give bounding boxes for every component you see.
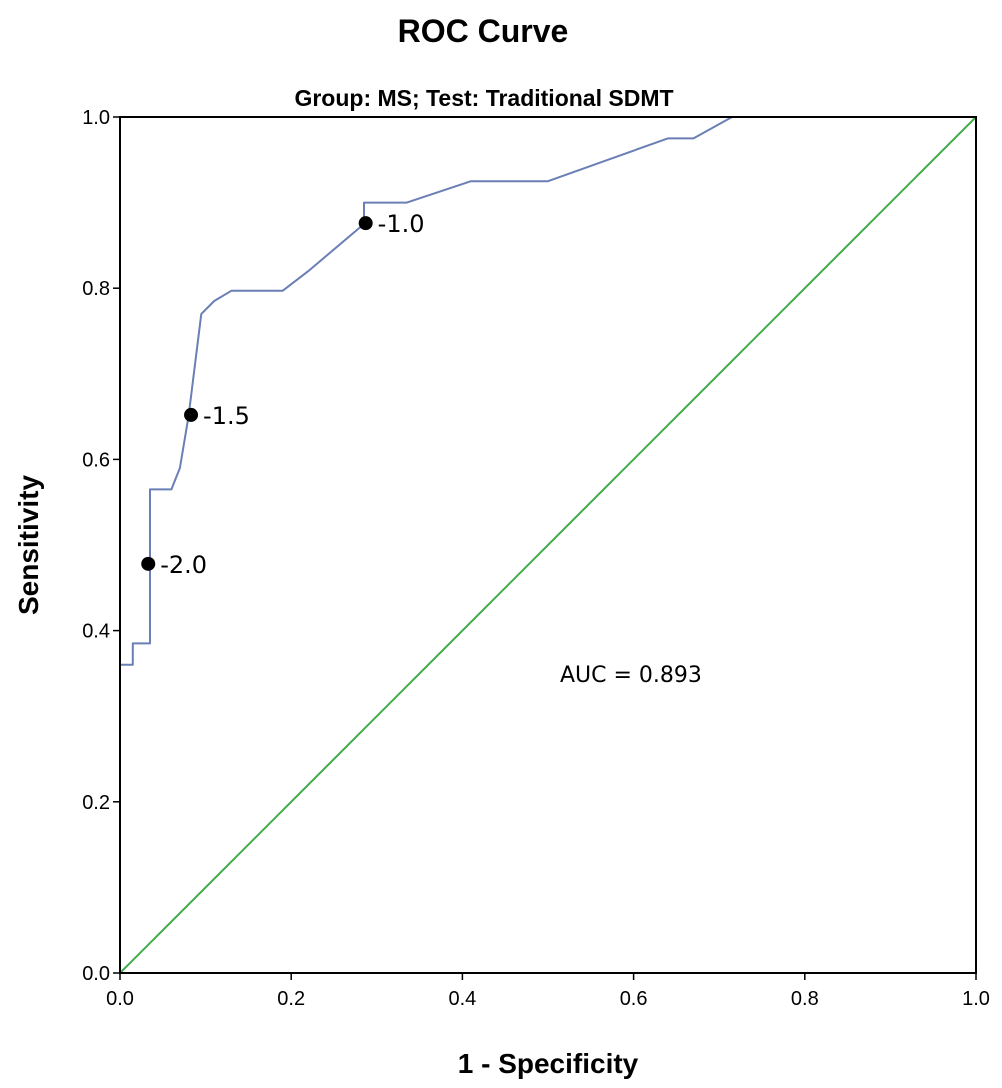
cutoff-label: -2.0 xyxy=(160,551,207,579)
y-tick-label: 1.0 xyxy=(82,107,110,129)
series-layer xyxy=(119,116,977,974)
y-tick-label: 0.0 xyxy=(82,963,110,985)
y-tick-label: 0.8 xyxy=(82,278,110,300)
y-tick-label: 0.2 xyxy=(82,792,110,814)
y-tick-label: 0.6 xyxy=(82,449,110,471)
cutoff-point xyxy=(358,216,373,231)
axis-ticks: 0.0 0.2 0.4 0.6 0.8 1.0 0.0 0.2 0.4 0.6 0.8 1.0 xyxy=(82,107,990,1010)
cutoff-label: -1.5 xyxy=(203,402,250,430)
roc-curve-line xyxy=(119,116,976,973)
x-axis-title: 1 - Specificity xyxy=(458,1048,639,1079)
cutoff-point xyxy=(184,407,199,422)
x-tick-label: 0.4 xyxy=(448,988,476,1010)
x-tick-label: 1.0 xyxy=(962,988,990,1010)
x-tick-label: 0.0 xyxy=(106,988,134,1010)
cutoff-markers: -1.0 -1.5 -2.0 xyxy=(141,210,425,579)
y-tick-label: 0.4 xyxy=(82,621,110,643)
cutoff-label: -1.0 xyxy=(378,210,425,238)
x-tick-label: 0.6 xyxy=(620,988,648,1010)
plot-frame xyxy=(119,116,977,974)
x-tick-label: 0.2 xyxy=(277,988,305,1010)
reference-diagonal-line xyxy=(119,116,977,974)
chart-title: ROC Curve xyxy=(398,13,569,49)
x-tick-label: 0.8 xyxy=(791,988,819,1010)
cutoff-point xyxy=(141,556,156,571)
auc-annotation: AUC = 0.893 xyxy=(560,663,702,688)
y-axis-title: Sensitivity xyxy=(13,475,44,615)
chart-subtitle: Group: MS; Test: Traditional SDMT xyxy=(294,85,673,111)
